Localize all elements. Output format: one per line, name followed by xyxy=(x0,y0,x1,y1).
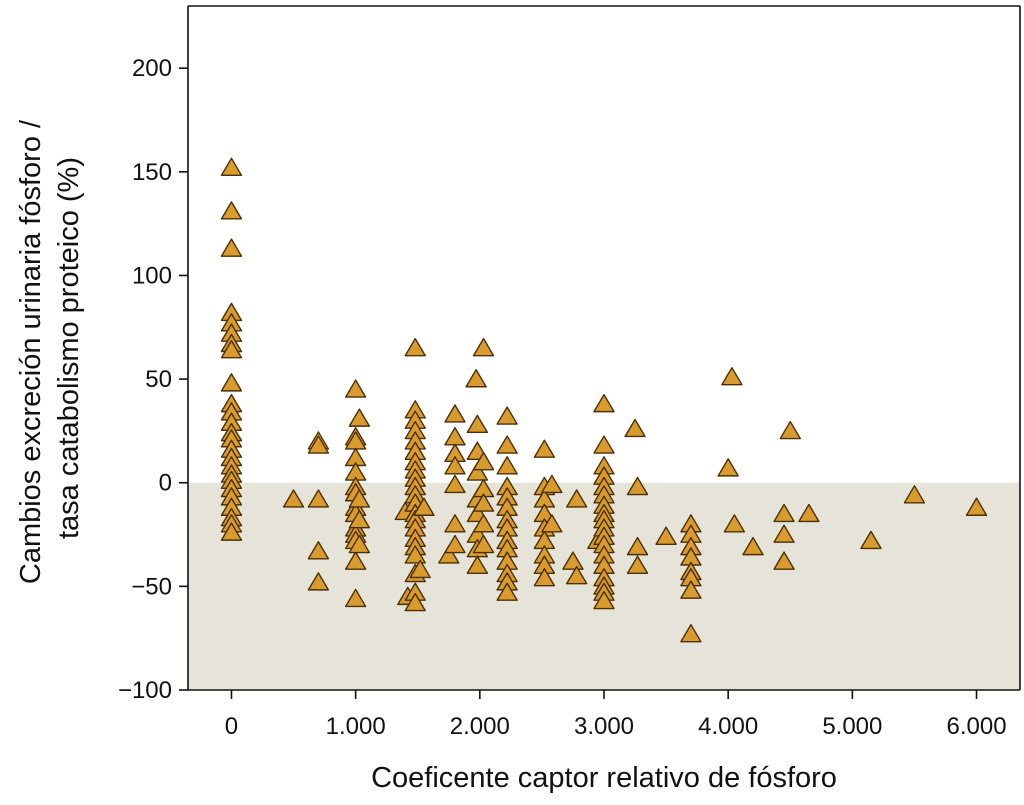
data-point xyxy=(773,503,795,523)
data-point xyxy=(444,514,466,533)
data-point xyxy=(541,474,563,494)
data-point xyxy=(220,373,243,392)
data-point xyxy=(438,545,460,564)
data-point xyxy=(593,435,615,454)
data-point xyxy=(466,462,489,481)
data-point xyxy=(565,489,588,508)
data-point xyxy=(444,474,466,494)
y-tick-label: 0 xyxy=(159,470,172,497)
data-point xyxy=(444,534,466,554)
data-point xyxy=(413,497,435,516)
data-point xyxy=(348,509,371,529)
y-tick-label: 50 xyxy=(145,366,172,393)
data-point xyxy=(404,337,426,357)
data-point xyxy=(721,366,743,386)
x-tick-label: 5.000 xyxy=(822,713,882,740)
x-tick-label: 1.000 xyxy=(326,713,386,740)
data-point xyxy=(496,435,518,454)
data-point xyxy=(742,536,764,556)
data-point xyxy=(348,489,371,508)
data-point xyxy=(798,503,820,523)
y-tick-label: −100 xyxy=(118,677,172,704)
data-point xyxy=(680,623,702,643)
x-tick-label: 6.000 xyxy=(947,713,1007,740)
data-point xyxy=(472,337,495,357)
x-tick-label: 2.000 xyxy=(450,713,510,740)
y-tick-label: 200 xyxy=(132,55,172,82)
y-tick-label: 100 xyxy=(132,262,172,289)
data-points xyxy=(220,157,988,643)
data-point xyxy=(655,526,677,545)
data-point xyxy=(307,541,330,560)
data-point xyxy=(903,485,926,504)
data-point xyxy=(565,565,588,585)
data-point xyxy=(307,572,330,591)
data-point xyxy=(409,559,431,579)
data-point xyxy=(472,514,495,533)
data-point xyxy=(541,514,563,533)
data-point xyxy=(466,414,489,434)
data-point xyxy=(860,530,882,550)
data-point xyxy=(344,379,367,398)
data-point xyxy=(444,404,466,423)
data-point xyxy=(593,393,615,413)
y-axis-title-line-1: Cambios excreción urinaria fósforo / xyxy=(15,119,47,584)
data-point xyxy=(533,568,556,587)
data-point xyxy=(472,534,495,554)
data-point xyxy=(307,489,330,508)
data-point xyxy=(626,555,649,574)
data-point xyxy=(773,551,795,570)
data-point xyxy=(282,489,305,508)
data-point xyxy=(496,582,518,601)
y-tick-label: −50 xyxy=(131,573,172,600)
data-point xyxy=(220,238,243,257)
data-point xyxy=(444,456,466,475)
data-point xyxy=(680,580,702,599)
data-point xyxy=(773,524,795,543)
data-point xyxy=(472,493,495,512)
data-point xyxy=(348,408,371,427)
data-point xyxy=(965,497,988,516)
data-point xyxy=(404,545,426,564)
data-point xyxy=(466,555,489,574)
x-tick-label: 4.000 xyxy=(698,713,758,740)
x-tick-label: 3.000 xyxy=(574,713,634,740)
x-tick-label: 0 xyxy=(225,713,238,740)
data-point xyxy=(465,369,487,388)
data-point xyxy=(562,551,584,570)
axes xyxy=(187,5,1021,691)
data-point xyxy=(533,439,556,458)
data-point xyxy=(404,592,426,612)
data-point xyxy=(593,590,615,610)
data-point xyxy=(779,420,801,440)
x-axis-title: Coeficente captor relativo de fósforo xyxy=(371,762,837,794)
y-axis-title: Cambios excreción urinaria fósforo / tas… xyxy=(15,112,85,584)
data-point xyxy=(220,157,243,177)
data-point xyxy=(220,201,243,220)
data-point xyxy=(717,458,739,477)
y-axis-title-line-2: tasa catabolismo proteico (%) xyxy=(53,157,85,539)
data-point xyxy=(220,522,243,541)
data-point xyxy=(626,476,649,496)
data-point xyxy=(496,456,518,475)
y-tick-label: 150 xyxy=(132,159,172,186)
data-point xyxy=(344,551,367,570)
data-point xyxy=(220,340,243,359)
data-point xyxy=(723,514,746,533)
data-point xyxy=(344,588,367,608)
ticks: 200 150 100 50 0 −50 −100 0 1.000 2.000 3.000 4.000… xyxy=(118,55,1007,740)
data-point xyxy=(624,418,646,438)
data-point xyxy=(472,451,495,471)
data-point xyxy=(348,534,371,554)
data-point xyxy=(496,406,518,425)
data-point xyxy=(307,435,330,454)
data-point xyxy=(626,536,649,556)
